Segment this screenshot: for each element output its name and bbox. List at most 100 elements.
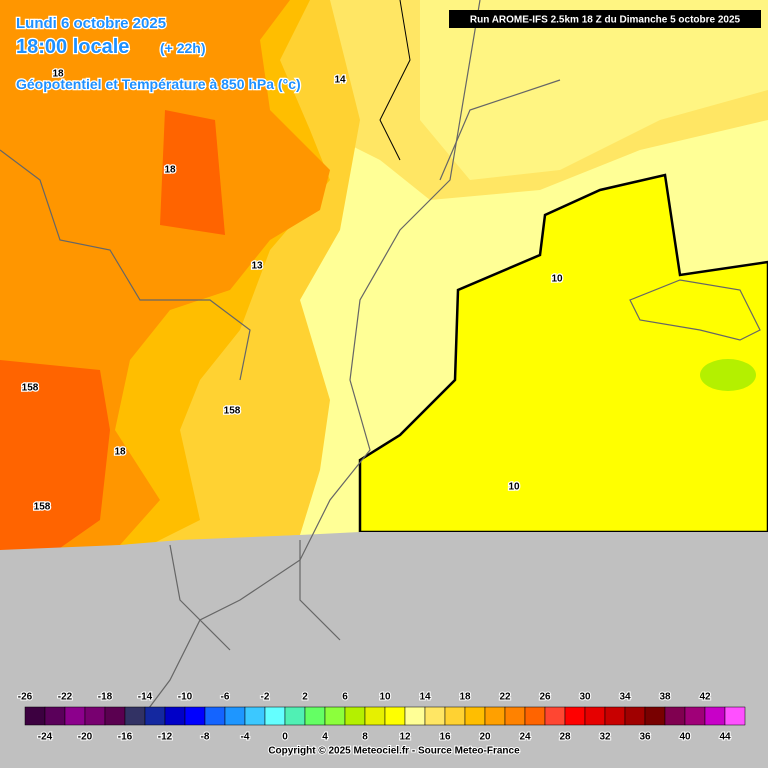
border-line [0,149,251,381]
legend-swatch [224,706,246,726]
field-lime [700,359,756,391]
legend-bottom-label: 12 [399,732,411,743]
legend-bottom-label: 8 [362,732,368,743]
contour-label: 14 [334,75,346,86]
run-banner [449,10,761,28]
legend-bottom-label: -24 [38,732,53,743]
legend-bottom-label: -8 [201,732,210,743]
forecast-lead: (+ 22h) [160,40,206,56]
legend-swatch [664,706,686,726]
contour-label: 13 [251,261,263,272]
borders [0,0,761,721]
legend-swatch [604,706,626,726]
legend-bottom-label: -20 [78,732,93,743]
legend-swatch [564,706,586,726]
river [379,0,411,161]
forecast-date: Lundi 6 octobre 2025 [16,15,166,32]
legend: -26 -22 -18 -14 -10 -6 -2 2 6 10 14 18 22 26 30 34 38 42-… [17,691,746,744]
legend-top-label: -18 [98,692,113,703]
legend-swatch [204,706,226,726]
legend-bottom-label: 40 [679,732,691,743]
legend-bottom-label: 24 [519,732,531,743]
legend-swatch [164,706,186,726]
legend-top-label: 6 [342,692,348,703]
legend-top-label: 42 [699,692,711,703]
legend-swatch [244,706,266,726]
legend-top-label: -10 [178,692,193,703]
field-title: Géopotentiel et Température à 850 hPa (°… [16,76,301,92]
legend-top-label: 18 [459,692,471,703]
legend-swatch [704,706,726,726]
legend-top-label: -2 [261,692,270,703]
field-pale-2 [420,0,768,180]
legend-bottom-label: 32 [599,732,611,743]
legend-top-label: 34 [619,692,631,703]
legend-swatch [344,706,366,726]
contour-label: 18 [164,165,176,176]
legend-top-label: 38 [659,692,671,703]
contour-label: 158 [22,383,39,394]
contour-labels: 18 14 18 13 158 158 18 158 10 10 [20,67,564,514]
run-info: Run AROME-IFS 2.5km 18 Z du Dimanche 5 o… [470,15,741,26]
border-line [169,544,231,651]
legend-swatch [624,706,646,726]
legend-bottom-label: 20 [479,732,491,743]
legend-bottom-label: -12 [158,732,173,743]
legend-swatch [184,706,206,726]
legend-bottom-label: 28 [559,732,571,743]
legend-swatch [404,706,426,726]
field-yellow [358,173,768,534]
no-data-area [0,532,768,768]
legend-swatch [284,706,306,726]
legend-swatch [724,706,746,726]
legend-bottom-label: 36 [639,732,651,743]
legend-swatch [84,706,106,726]
legend-swatch [304,706,326,726]
legend-swatch [464,706,486,726]
legend-swatch [104,706,126,726]
legend-bottom-label: 16 [439,732,451,743]
legend-swatch [504,706,526,726]
border-line [439,79,561,181]
legend-top-label: -22 [58,692,73,703]
contour-label: 10 [551,274,563,285]
contour-label: 18 [52,69,64,80]
legend-bottom-label: 4 [322,732,328,743]
field-dark-orange [160,110,225,235]
legend-top-label: -6 [221,692,230,703]
legend-swatch [524,706,546,726]
legend-swatch [584,706,606,726]
border-line [299,540,341,641]
copyright: Copyright © 2025 Meteociel.fr - Source M… [268,746,520,757]
legend-swatch [684,706,706,726]
contour-label: 158 [224,406,241,417]
legend-top-label: 14 [419,692,431,703]
legend-top-label: -26 [18,692,33,703]
legend-top-label: 30 [579,692,591,703]
forecast-time: 18:00 locale [16,36,129,58]
border-line [629,279,761,341]
contour-label: 18 [114,447,126,458]
legend-top-label: 2 [302,692,308,703]
legend-swatch [444,706,466,726]
legend-bottom-label: 0 [282,732,288,743]
legend-swatch [64,706,86,726]
legend-swatch [144,706,166,726]
legend-bottom-label: 44 [719,732,731,743]
legend-swatch [384,706,406,726]
legend-swatch [24,706,46,726]
legend-top-label: -14 [138,692,153,703]
legend-swatch [544,706,566,726]
legend-top-label: 22 [499,692,511,703]
legend-swatch [324,706,346,726]
legend-bottom-label: -16 [118,732,133,743]
legend-swatch [644,706,666,726]
legend-swatch [424,706,446,726]
field-dark-orange [0,360,110,552]
legend-top-label: 10 [379,692,391,703]
legend-swatch [124,706,146,726]
legend-bottom-label: -4 [241,732,250,743]
contour-label: 10 [508,482,520,493]
